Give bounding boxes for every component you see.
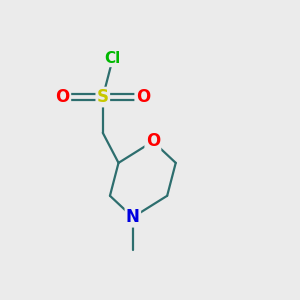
Text: O: O — [136, 88, 150, 106]
Text: Cl: Cl — [105, 51, 121, 66]
Text: O: O — [146, 132, 160, 150]
Text: S: S — [97, 88, 109, 106]
Text: O: O — [56, 88, 70, 106]
Text: N: N — [126, 208, 140, 226]
